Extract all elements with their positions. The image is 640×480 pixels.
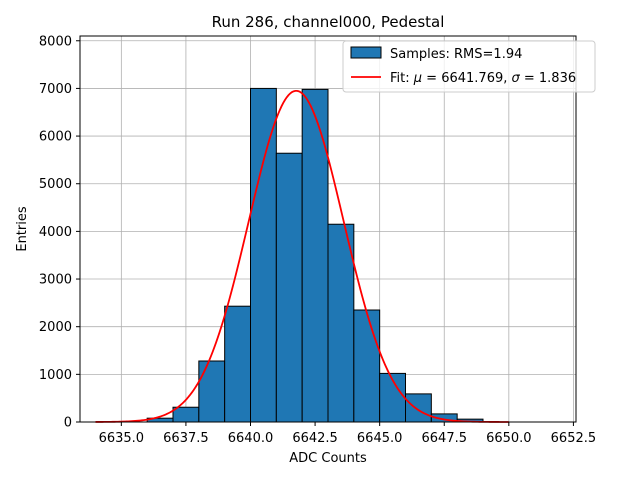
y-tick-label: 3000	[39, 273, 72, 288]
histogram-bar	[224, 305, 252, 423]
y-tick-label: 0	[64, 416, 72, 431]
x-tick-label: 6652.5	[551, 431, 597, 446]
histogram-bar	[198, 360, 226, 423]
x-tick-label: 6640.0	[228, 431, 274, 446]
x-tick-label: 6642.5	[292, 431, 338, 446]
y-tick-label: 7000	[39, 82, 72, 97]
histogram-bar	[275, 152, 303, 423]
histogram-bar	[327, 223, 355, 423]
legend-label-samples: Samples: RMS=1.94	[390, 47, 522, 62]
legend-box	[342, 40, 596, 93]
legend-label-fit: Fit: μ = 6641.769, σ = 1.836	[390, 71, 576, 86]
x-axis: 6635.0 6637.5 6640.0 6642.5 6645.0 6647.5 6650…	[99, 422, 597, 446]
chart-title: Run 286, channel000, Pedestal	[212, 13, 445, 31]
x-tick-label: 6647.5	[422, 431, 468, 446]
histogram-bars	[146, 87, 484, 423]
x-axis-label: ADC Counts	[289, 451, 367, 466]
x-tick-label: 6650.0	[486, 431, 532, 446]
y-tick-label: 4000	[39, 225, 72, 240]
histogram-bar	[172, 406, 200, 423]
y-tick-label: 1000	[39, 368, 72, 383]
legend-swatch-samples	[350, 46, 382, 59]
y-tick-label: 2000	[39, 320, 72, 335]
y-tick-label: 5000	[39, 177, 72, 192]
fit-curve	[95, 89, 509, 423]
histogram-bar	[301, 88, 329, 423]
histogram-bar	[250, 87, 277, 423]
x-tick-label: 6635.0	[99, 431, 145, 446]
x-tick-label: 6637.5	[163, 431, 209, 446]
histogram-bar	[353, 309, 381, 423]
y-axis-label: Entries	[15, 206, 30, 252]
y-axis: 0 1000 2000 3000 4000 5000 6000 7000 8000	[39, 34, 80, 431]
fit-curve-layer	[95, 89, 509, 423]
y-tick-label: 8000	[39, 34, 72, 49]
plot-frame	[79, 35, 577, 423]
histogram-bar	[405, 393, 432, 423]
legend: Samples: RMS=1.94 Fit: μ = 6641.769, σ =…	[342, 40, 596, 93]
x-tick-label: 6645.0	[357, 431, 403, 446]
y-tick-label: 6000	[39, 130, 72, 145]
